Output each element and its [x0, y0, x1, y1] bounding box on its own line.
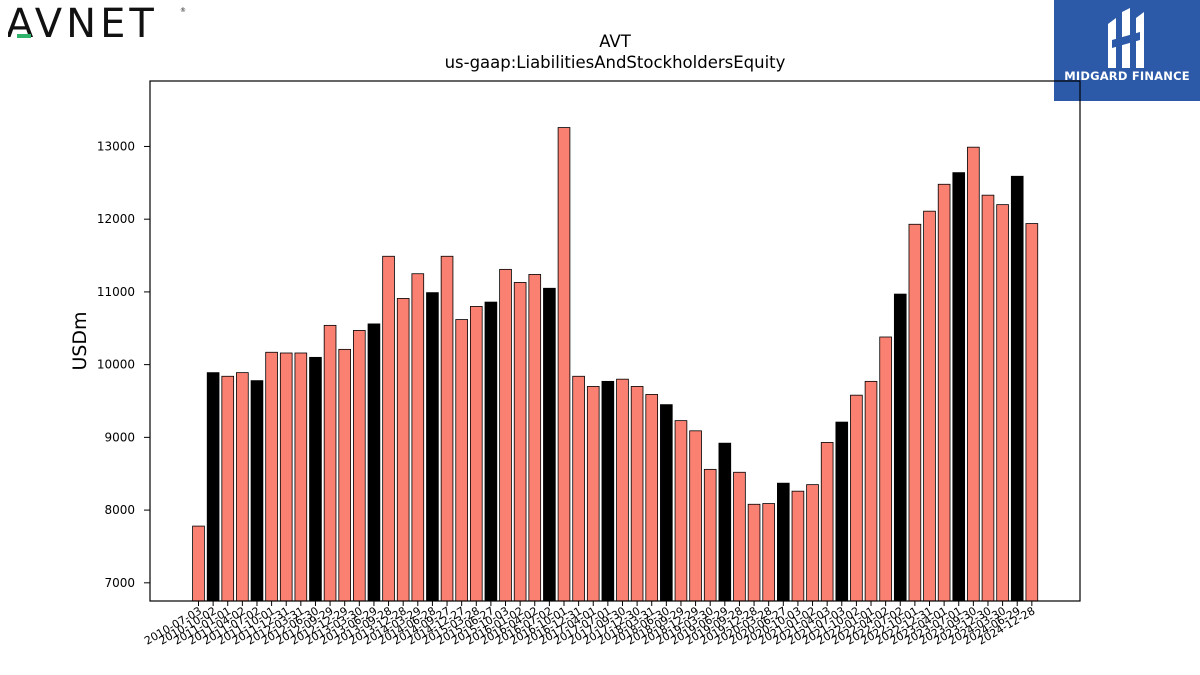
y-axis-label: USDm — [69, 311, 91, 370]
bar-2010-07-03 — [192, 525, 205, 602]
avnet-logo: AVNET ® — [6, 1, 198, 50]
bar-2019-06-29 — [718, 442, 732, 602]
bar-2016-04-02 — [528, 274, 542, 602]
bar-2023-12-30 — [981, 194, 995, 602]
bar-2011-10-01 — [265, 351, 278, 602]
bar-2012-09-29 — [323, 324, 337, 602]
y-tick-label: 11000 — [97, 285, 135, 299]
bar-2014-03-29 — [411, 273, 425, 602]
y-tick-label: 13000 — [97, 139, 135, 153]
chart-subtitle: us-gaap:LiabilitiesAndStockholdersEquity — [444, 53, 786, 72]
bar-2024-12-28 — [1025, 223, 1039, 602]
bar-2019-03-30 — [703, 468, 717, 602]
bar-2024-03-30 — [996, 204, 1009, 602]
bar-2013-09-28 — [382, 255, 395, 602]
y-tick-label: 10000 — [97, 358, 135, 372]
bar-2019-12-28 — [747, 503, 761, 602]
bar-2017-09-30 — [616, 378, 629, 602]
bar-2018-12-29 — [689, 430, 702, 602]
y-axis: 7000 8000 9000 10000 11000 12000 13000 — [97, 139, 150, 590]
logo-accent-bar — [17, 34, 31, 38]
bar-2020-10-03 — [791, 490, 805, 602]
bar-2014-09-27 — [440, 255, 454, 602]
y-tick-label: 9000 — [104, 430, 135, 444]
bar-2020-03-28 — [762, 503, 775, 602]
publisher-logo: MIDGARD FINANCE — [1054, 0, 1200, 101]
avnet-logo-text: AVNET — [8, 6, 158, 46]
bar-2023-09-30 — [967, 146, 980, 602]
y-tick-label: 7000 — [104, 576, 135, 590]
bar-2020-06-27 — [777, 482, 790, 602]
bar-2012-12-29 — [338, 348, 351, 602]
bar-2017-07-01 — [601, 380, 615, 602]
bar-2016-01-02 — [513, 282, 527, 602]
bar-2022-04-02 — [879, 336, 892, 602]
chart-title: AVT — [599, 32, 631, 51]
bar-2023-07-01 — [952, 172, 966, 602]
bar-2010-10-02 — [206, 372, 220, 602]
bar-2018-09-29 — [674, 420, 688, 602]
bar-2016-07-02 — [543, 287, 556, 602]
publisher-name: MIDGARD FINANCE — [1064, 69, 1190, 83]
y-tick-label: 8000 — [104, 503, 135, 517]
bar-2013-06-29 — [367, 323, 381, 602]
bar-2021-07-03 — [835, 421, 849, 602]
bar-2021-10-02 — [850, 394, 863, 602]
plot-frame — [149, 80, 1081, 602]
bar-2013-03-30 — [353, 330, 366, 602]
x-axis: 2010-07-032010-10-022011-01-012011-04-02… — [142, 601, 1037, 648]
bar-2018-03-31 — [645, 394, 659, 602]
bar-2015-10-03 — [499, 268, 512, 602]
bar-2015-03-28 — [469, 306, 483, 602]
bar-2022-12-31 — [923, 210, 936, 602]
bar-2011-12-31 — [279, 352, 293, 602]
bar-2012-06-30 — [309, 356, 322, 602]
bar-2014-06-28 — [426, 292, 439, 602]
bar-series — [192, 127, 1039, 602]
bar-2022-01-01 — [864, 380, 878, 602]
avnet-logo-mark: AVNET ® — [6, 1, 186, 47]
bar-2014-12-27 — [455, 319, 468, 602]
bar-2017-12-30 — [630, 386, 644, 602]
bar-2022-07-02 — [893, 293, 907, 602]
bar-2016-12-31 — [572, 375, 585, 602]
publisher-logo-icon — [1108, 8, 1144, 68]
bar-2011-01-01 — [221, 375, 235, 602]
bar-2019-09-28 — [733, 471, 746, 602]
bar-2017-04-01 — [586, 386, 600, 602]
bar-2021-04-03 — [820, 442, 834, 602]
bar-2023-04-01 — [937, 183, 951, 602]
bar-2013-12-28 — [396, 298, 410, 602]
bar-2021-01-02 — [806, 484, 819, 602]
bar-2011-07-02 — [250, 380, 264, 602]
trademark-icon: ® — [180, 7, 186, 14]
bar-2015-06-27 — [484, 301, 498, 602]
bar-2024-06-29 — [1010, 175, 1024, 602]
bar-2022-10-01 — [908, 223, 922, 602]
bar-2016-10-01 — [557, 127, 571, 602]
y-tick-label: 12000 — [97, 212, 135, 226]
bar-2018-06-30 — [660, 404, 673, 602]
bar-2012-03-31 — [294, 352, 308, 602]
bar-2011-04-02 — [236, 372, 249, 602]
